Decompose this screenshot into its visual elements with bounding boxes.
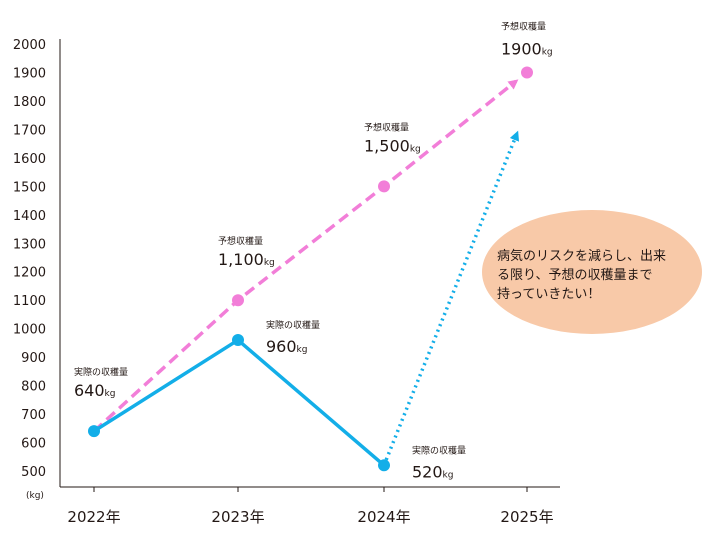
annotation-value: 1,500kg: [364, 136, 421, 155]
annotation-number: 640: [74, 381, 105, 400]
y-tick-label: 1900: [13, 66, 46, 81]
y-tick-label: 1000: [13, 323, 46, 338]
x-tick-label: 2025年: [500, 508, 553, 526]
x-tick-label: 2022年: [67, 508, 120, 526]
y-tick-label: 700: [21, 408, 46, 423]
annotation-label: 予想収穫量: [501, 20, 546, 32]
annotation-number: 1900: [501, 39, 542, 58]
y-tick-label: 1600: [13, 152, 46, 167]
point-annotations: 実際の収穫量640kg予想収穫量1,100kg実際の収穫量960kg予想収穫量1…: [74, 20, 553, 481]
callout-line: 病気のリスクを減らし、出来: [497, 249, 667, 264]
actual-series-line: [93, 338, 386, 467]
annotation-unit: kg: [264, 258, 275, 268]
x-tick-label: 2023年: [211, 508, 264, 526]
y-tick-label: 1400: [13, 209, 46, 224]
callout-line: 持っていきたい！: [497, 287, 601, 302]
y-tick-label: 1300: [13, 237, 46, 252]
annotation-label: 予想収穫量: [218, 235, 263, 247]
annotation-value: 1900kg: [501, 39, 553, 58]
point-annotation: 予想収穫量 1,500kg: [364, 121, 421, 155]
actual-point: [378, 459, 390, 472]
annotation-number: 1,500: [364, 136, 410, 155]
x-tick-label: 2024年: [357, 508, 410, 526]
y-tick-label: 1800: [13, 95, 46, 110]
annotation-unit: kg: [105, 389, 116, 399]
callout-line: る限り、予想の収穫量まで: [497, 268, 653, 283]
point-annotation: 予想収穫量 1900kg: [501, 20, 553, 58]
annotation-unit: kg: [410, 144, 421, 154]
series-lines: [92, 79, 520, 467]
forecast-series-line: [92, 79, 519, 433]
annotation-label: 実際の収穫量: [266, 319, 320, 331]
annotation-number: 1,100: [218, 250, 264, 269]
y-tick-label: 2000: [13, 38, 46, 53]
annotation-label: 実際の収穫量: [412, 444, 466, 456]
annotation-value: 1,100kg: [218, 250, 275, 269]
point-annotation: 予想収穫量 1,100kg: [218, 235, 275, 269]
annotation-value: 960kg: [266, 337, 307, 356]
forecast-point: [521, 66, 533, 79]
actual-point: [232, 334, 244, 347]
point-annotation: 実際の収穫量 520kg: [412, 444, 466, 481]
y-tick-label: 1200: [13, 266, 46, 281]
data-points: [88, 66, 533, 472]
callout-text: 病気のリスクを減らし、出来 る限り、予想の収穫量まで 持っていきたい！: [497, 247, 703, 304]
y-tick-label: 600: [21, 437, 46, 452]
annotation-label: 実際の収穫量: [74, 366, 128, 378]
actual-point: [88, 425, 100, 438]
annotation-unit: kg: [443, 470, 454, 480]
forecast-point: [232, 294, 244, 307]
y-axis-unit: (kg): [26, 491, 44, 501]
point-annotation: 実際の収穫量 640kg: [74, 366, 128, 400]
annotation-value: 640kg: [74, 381, 115, 400]
y-tick-label: 500: [21, 465, 46, 480]
annotation-label: 予想収穫量: [364, 121, 409, 133]
forecast-point: [378, 180, 390, 193]
y-tick-label: 900: [21, 351, 46, 366]
y-tick-label: 1500: [13, 180, 46, 195]
annotation-number: 520: [412, 462, 443, 481]
annotation-unit: kg: [297, 345, 308, 355]
x-axis-ticks: 2022年 2023年 2024年 2025年: [67, 487, 554, 526]
point-annotation: 実際の収穫量 960kg: [266, 319, 320, 356]
y-tick-label: 800: [21, 380, 46, 395]
callout-bubble: [482, 210, 702, 334]
annotation-number: 960: [266, 337, 297, 356]
y-axis-ticks: 500 600 700 800 900 1000 1100 1200 1300 1400 1500 1…: [13, 38, 46, 480]
y-tick-label: 1700: [13, 123, 46, 138]
y-tick-label: 1100: [13, 294, 46, 309]
annotation-unit: kg: [542, 47, 553, 57]
annotation-value: 520kg: [412, 462, 453, 481]
